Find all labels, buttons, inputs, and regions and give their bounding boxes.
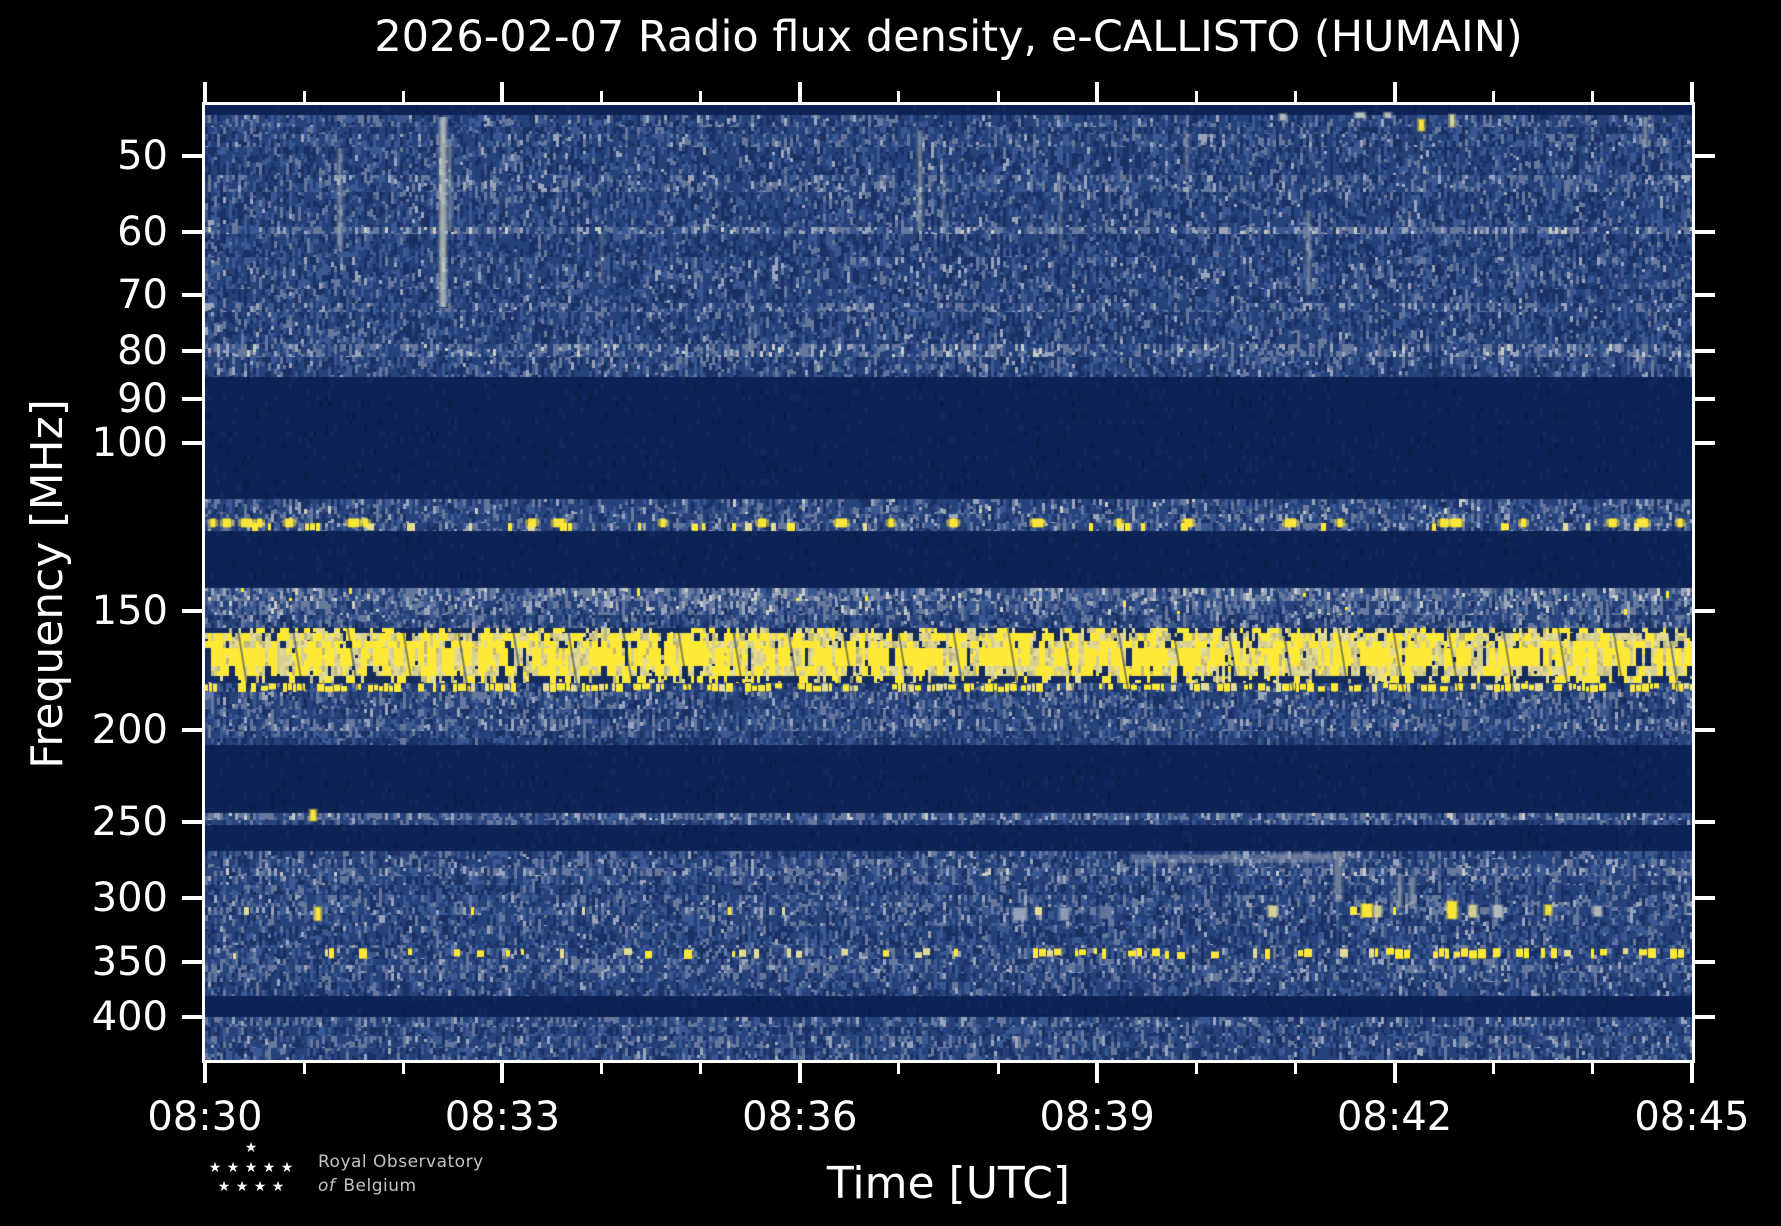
x-tick-major xyxy=(797,1063,802,1083)
x-axis-label: Time [UTC] xyxy=(826,1158,1071,1209)
y-tick-right xyxy=(1695,727,1715,732)
spectrogram-canvas xyxy=(205,105,1692,1060)
star-icon: ★ xyxy=(253,1179,267,1195)
y-tick xyxy=(182,895,202,900)
star-icon: ★ xyxy=(235,1179,249,1195)
x-tick-major-top xyxy=(203,82,207,102)
y-tick xyxy=(182,608,202,613)
x-tick-label: 08:39 xyxy=(1039,1094,1155,1140)
y-tick xyxy=(182,229,202,234)
y-tick xyxy=(182,727,202,732)
x-tick-minor xyxy=(996,1063,1000,1074)
y-tick xyxy=(182,293,202,298)
x-tick-major xyxy=(1690,1063,1694,1083)
observatory-name-of: of xyxy=(318,1176,336,1196)
y-tick-label: 200 xyxy=(91,707,168,753)
x-tick-major-top xyxy=(1392,82,1397,102)
y-tick-label: 60 xyxy=(117,209,168,255)
x-tick-minor xyxy=(1591,1063,1595,1074)
y-tick-label: 250 xyxy=(91,799,168,845)
x-tick-minor-top xyxy=(1591,91,1595,102)
y-tick-right xyxy=(1695,397,1715,402)
star-icon: ★ xyxy=(244,1140,258,1156)
y-tick-label: 100 xyxy=(91,420,168,466)
star-icon: ★ xyxy=(217,1179,231,1195)
x-tick-minor xyxy=(401,1063,405,1074)
x-tick-label: 08:36 xyxy=(742,1094,858,1140)
y-tick-right xyxy=(1695,959,1715,964)
x-tick-label: 08:30 xyxy=(147,1094,263,1140)
x-tick-major xyxy=(1392,1063,1397,1083)
y-tick-right xyxy=(1695,154,1715,159)
y-tick-label: 80 xyxy=(117,328,168,374)
y-tick-label: 350 xyxy=(91,939,168,985)
y-tick-right xyxy=(1695,1014,1715,1019)
observatory-name-belgium: Belgium xyxy=(343,1176,417,1196)
star-icon: ★ xyxy=(280,1160,294,1176)
y-tick xyxy=(182,440,202,445)
y-tick-label: 70 xyxy=(117,272,168,318)
x-tick-minor-top xyxy=(401,91,405,102)
y-tick-right xyxy=(1695,293,1715,298)
y-tick xyxy=(182,1014,202,1019)
x-tick-minor-top xyxy=(699,91,703,102)
y-tick-label: 50 xyxy=(117,133,168,179)
x-tick-major-top xyxy=(1095,82,1100,102)
observatory-name-line2: of Belgium xyxy=(318,1176,417,1196)
y-tick-label: 300 xyxy=(91,875,168,921)
x-tick-minor xyxy=(1194,1063,1198,1074)
y-tick-right xyxy=(1695,608,1715,613)
x-tick-minor-top xyxy=(302,91,306,102)
star-icon: ★ xyxy=(262,1160,276,1176)
x-tick-minor-top xyxy=(996,91,1000,102)
star-icon: ★ xyxy=(226,1160,240,1176)
x-tick-minor xyxy=(1492,1063,1496,1074)
y-tick-right xyxy=(1695,895,1715,900)
x-tick-label: 08:45 xyxy=(1634,1094,1750,1140)
y-tick xyxy=(182,348,202,353)
y-tick xyxy=(182,959,202,964)
x-tick-minor-top xyxy=(600,91,604,102)
y-tick xyxy=(182,154,202,159)
star-icon: ★ xyxy=(208,1160,222,1176)
x-tick-major xyxy=(1095,1063,1100,1083)
y-tick-right xyxy=(1695,820,1715,825)
x-tick-minor xyxy=(699,1063,703,1074)
x-tick-label: 08:42 xyxy=(1336,1094,1453,1140)
y-tick xyxy=(182,820,202,825)
x-tick-minor-top xyxy=(1293,91,1297,102)
y-tick xyxy=(182,397,202,402)
x-tick-major xyxy=(500,1063,505,1083)
y-tick-right xyxy=(1695,229,1715,234)
x-tick-minor-top xyxy=(1492,91,1496,102)
y-tick-label: 400 xyxy=(91,994,168,1040)
observatory-name-line1: Royal Observatory xyxy=(318,1152,484,1172)
x-tick-minor-top xyxy=(897,91,901,102)
x-tick-minor xyxy=(897,1063,901,1074)
y-tick-label: 90 xyxy=(117,376,168,422)
x-tick-major-top xyxy=(797,82,802,102)
star-icon: ★ xyxy=(244,1160,258,1176)
star-icon: ★ xyxy=(271,1179,285,1195)
x-tick-minor xyxy=(302,1063,306,1074)
x-tick-major-top xyxy=(1690,82,1694,102)
x-tick-minor-top xyxy=(1194,91,1198,102)
x-tick-major-top xyxy=(500,82,505,102)
x-tick-major xyxy=(203,1063,207,1083)
chart-title: 2026-02-07 Radio flux density, e-CALLIST… xyxy=(374,12,1523,62)
y-tick-label: 150 xyxy=(91,588,168,634)
plot-frame xyxy=(202,102,1695,1063)
y-tick-right xyxy=(1695,440,1715,445)
y-tick-right xyxy=(1695,348,1715,353)
x-tick-minor xyxy=(600,1063,604,1074)
x-tick-label: 08:33 xyxy=(444,1094,561,1140)
x-tick-minor xyxy=(1293,1063,1297,1074)
